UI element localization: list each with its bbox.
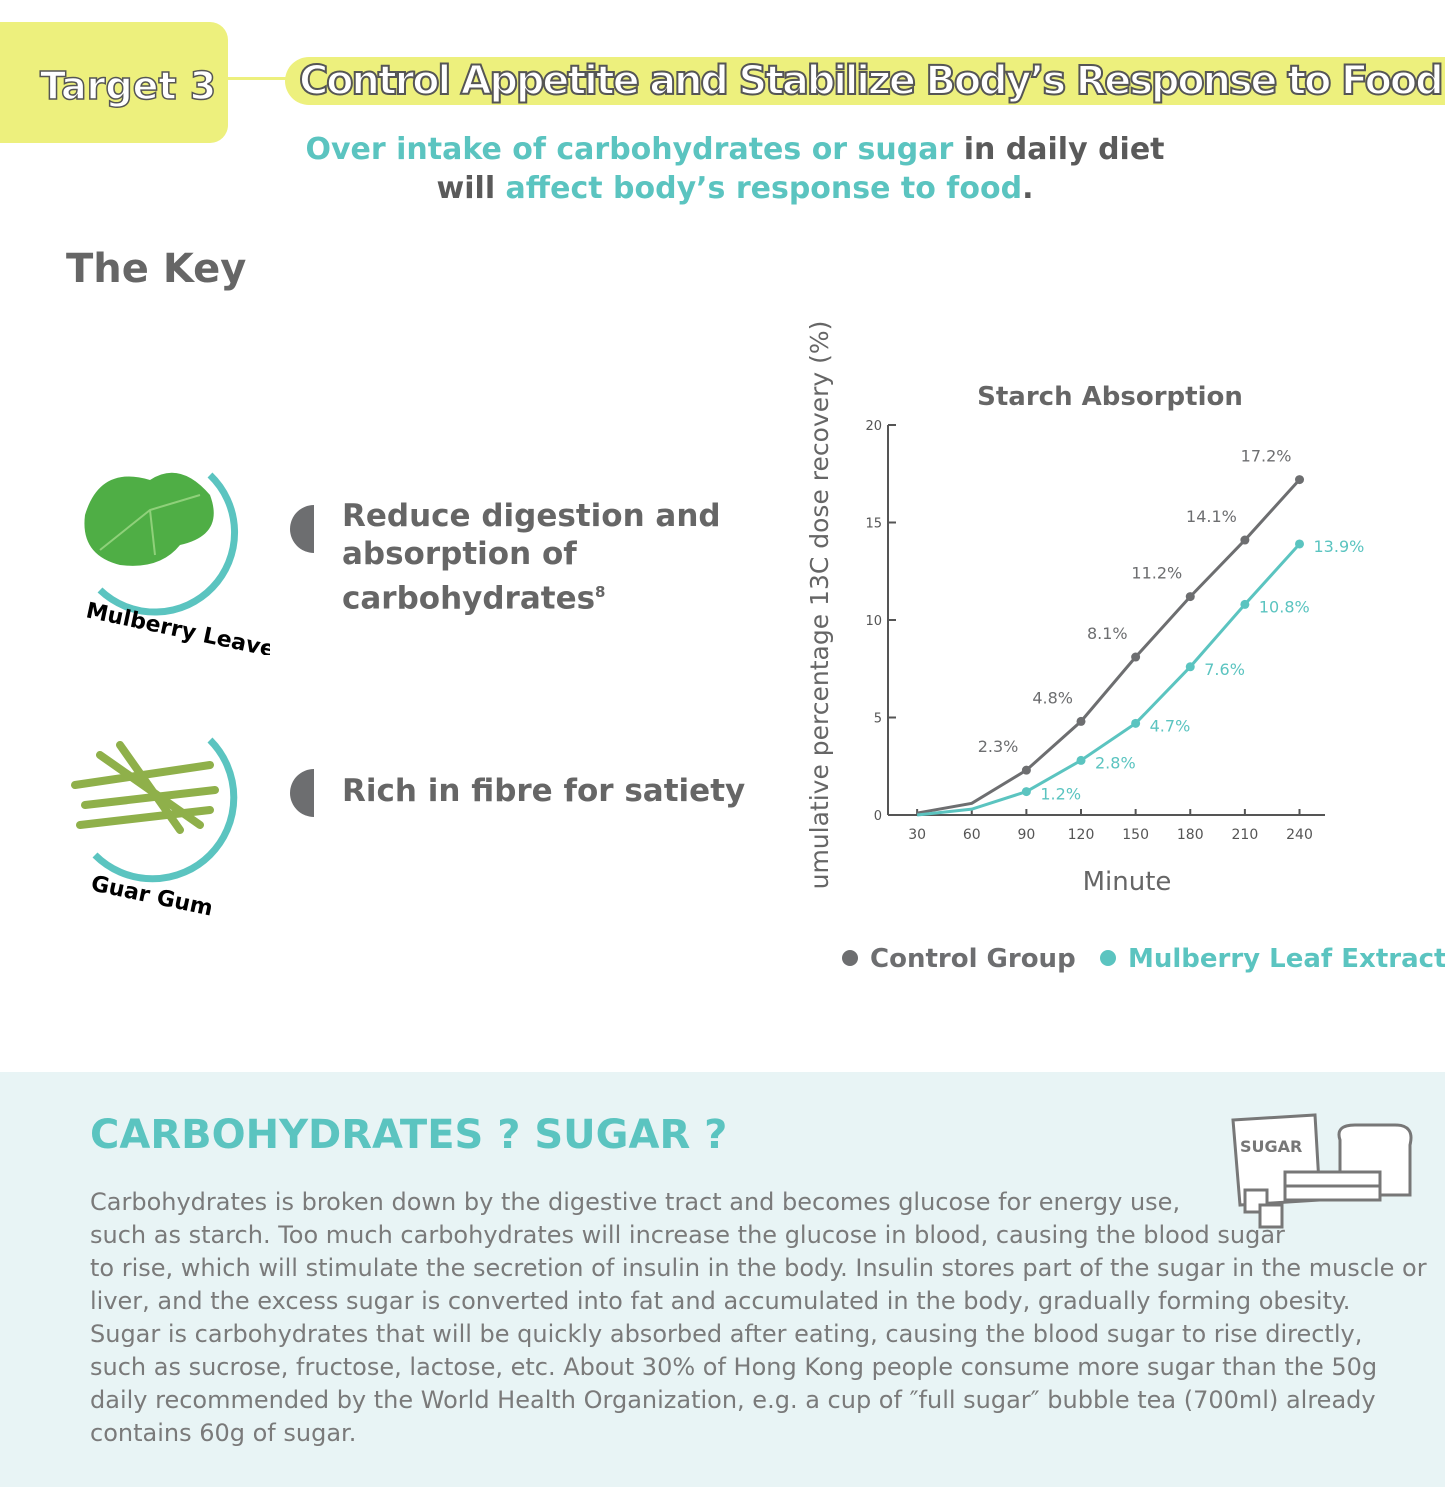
y-tick-label: 15 — [865, 517, 882, 532]
point — [1240, 535, 1250, 545]
bullet — [290, 505, 314, 553]
info-line: daily recommended by the World Health Or… — [90, 1386, 1376, 1414]
point — [1021, 765, 1031, 775]
value-label: 11.2% — [1131, 564, 1182, 583]
series-line — [916, 542, 1301, 817]
value-label: 2.8% — [1095, 753, 1136, 772]
value-label: 7.6% — [1204, 660, 1245, 679]
item-text: Rich in fibre for satiety — [342, 773, 746, 809]
info-line: to rise, which will stimulate the secret… — [90, 1254, 1427, 1282]
item-text: Reduce digestion and absorption of carbo… — [342, 497, 782, 617]
page-title: Control Appetite and Stabilize Body’s Re… — [298, 57, 1445, 105]
point — [1131, 718, 1141, 728]
value-label: 2.3% — [978, 737, 1019, 756]
y-tick-label: 20 — [865, 419, 882, 434]
title-bar: Control Appetite and Stabilize Body’s Re… — [285, 57, 1445, 105]
info-line: liver, and the excess sugar is converted… — [90, 1287, 1351, 1315]
intro-line: will affect body’s response to food. — [0, 169, 1445, 208]
x-tick-label: 180 — [1177, 827, 1204, 843]
guar-icon: Guar Gum — [71, 737, 238, 922]
y-tick-label: 0 — [874, 809, 882, 824]
info-line: such as sucrose, fructose, lactose, etc.… — [90, 1353, 1378, 1381]
y-axis-label: umulative percentage 13C dose recovery (… — [805, 321, 834, 890]
intro-text: Over intake of carbohydrates or sugar — [305, 132, 954, 167]
chart: Starch Absorption umulative percentage 13… — [805, 321, 1445, 974]
intro-text: . — [1022, 171, 1034, 206]
chart-title: Starch Absorption — [977, 382, 1243, 412]
connector — [228, 77, 288, 80]
key-title: The Key — [66, 246, 247, 292]
point — [1185, 662, 1195, 672]
x-tick-label: 60 — [963, 827, 981, 843]
legend-label: Mulberry Leaf Extract — [1128, 944, 1445, 974]
x-tick-label: 210 — [1232, 827, 1259, 843]
x-tick-label: 120 — [1068, 827, 1095, 843]
value-label: 8.1% — [1087, 624, 1128, 643]
point — [1076, 755, 1086, 765]
legend-marker — [842, 950, 858, 966]
info-title: CARBOHYDRATES ? SUGAR ? — [90, 1112, 728, 1158]
info-line: contains 60g of sugar. — [90, 1419, 357, 1447]
mulberry-icon: Mulberry Leaves — [84, 472, 270, 655]
info-line: Sugar is carbohydrates that will be quic… — [90, 1320, 1363, 1348]
x-axis-label: Minute — [1083, 867, 1172, 897]
intro-text: affect body’s response to food — [505, 171, 1023, 206]
x-tick-label: 240 — [1286, 827, 1313, 843]
item-text: Reduce digestion and absorption of carbo… — [342, 498, 721, 617]
y-tick-label: 10 — [865, 614, 882, 629]
point — [1295, 539, 1305, 549]
info-line: such as starch. Too much carbohydrates w… — [90, 1221, 1285, 1249]
point — [1021, 787, 1031, 797]
bullet — [290, 769, 314, 817]
series-line — [916, 478, 1301, 815]
info-line: Carbohydrates is broken down by the dige… — [90, 1188, 1181, 1216]
footnote: 8 — [595, 583, 606, 601]
target-tab: Target 3 — [0, 22, 228, 143]
value-label: 13.9% — [1314, 537, 1365, 556]
legend-label: Control Group — [870, 944, 1076, 974]
info-text: Carbohydrates is broken down by the dige… — [90, 1186, 1427, 1450]
intro-line: Over intake of carbohydrates or sugar in… — [0, 130, 1445, 169]
point — [1185, 592, 1195, 602]
sugar-icon: SUGAR — [1231, 1113, 1413, 1229]
intro-text: in daily diet — [953, 132, 1165, 167]
value-label: 14.1% — [1186, 507, 1237, 526]
value-label: 1.2% — [1040, 785, 1081, 804]
point — [1240, 599, 1250, 609]
point — [1076, 716, 1086, 726]
icon-label: SUGAR — [1240, 1137, 1302, 1156]
y-tick-label: 5 — [874, 712, 882, 727]
point — [1131, 652, 1141, 662]
info-panel — [0, 1072, 1445, 1487]
x-tick-label: 30 — [908, 827, 926, 843]
target-label: Target 3 — [39, 63, 217, 109]
value-label: 4.8% — [1032, 688, 1073, 707]
x-tick-label: 150 — [1122, 827, 1149, 843]
point — [1295, 475, 1305, 485]
value-label: 4.7% — [1150, 716, 1191, 735]
legend-marker — [1100, 950, 1116, 966]
intro: Over intake of carbohydrates or sugar in… — [0, 130, 1445, 208]
value-label: 17.2% — [1241, 447, 1292, 466]
intro-text: will — [436, 171, 506, 206]
value-label: 10.8% — [1259, 597, 1310, 616]
x-tick-label: 90 — [1017, 827, 1035, 843]
